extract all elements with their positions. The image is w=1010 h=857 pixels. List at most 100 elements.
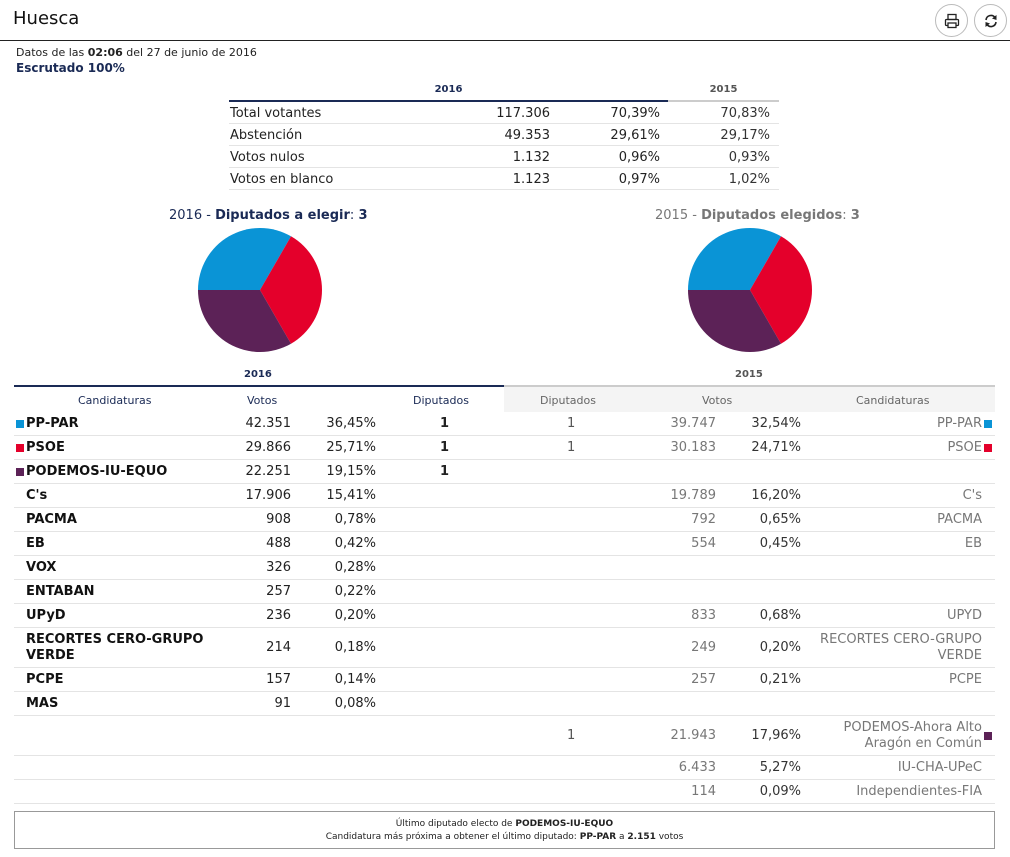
party-pct-prev: 0,20%: [759, 640, 801, 655]
party-color-swatch-prev: [984, 732, 992, 740]
party-pct-prev: 0,45%: [759, 536, 801, 551]
pie-year: 2015: [655, 208, 689, 223]
party-seats: 1: [440, 440, 450, 455]
summary-pct: 29,61%: [610, 128, 660, 143]
pie-sep: -: [688, 208, 702, 223]
party-pct: 19,15%: [326, 464, 376, 479]
party-name: PSOE: [26, 440, 65, 455]
party-pct-prev: 0,09%: [759, 784, 801, 799]
party-pct-prev: 16,20%: [751, 488, 801, 503]
party-name: EB: [26, 536, 45, 551]
party-name-prev: PP-PAR: [936, 416, 982, 431]
summary-label: Votos nulos: [230, 150, 305, 165]
party-name-prev: Independientes-FIA: [856, 784, 982, 799]
summary-pct-prev: 70,83%: [720, 106, 770, 121]
results-header-previous-bg: [504, 385, 995, 412]
party-pct-prev: 17,96%: [751, 728, 801, 743]
party-name: ENTABAN: [26, 584, 95, 599]
party-votes-prev: 30.183: [670, 440, 717, 455]
party-pct: 0,18%: [334, 640, 376, 655]
pie-slice-pp-par: [198, 228, 291, 290]
party-name: PODEMOS-IU-EQUO: [26, 464, 168, 479]
refresh-button[interactable]: [974, 4, 1007, 37]
party-votes: 257: [266, 584, 291, 599]
pie-slice-podemos: [688, 290, 781, 352]
summary-pct-prev: 29,17%: [720, 128, 770, 143]
party-votes-prev: 833: [691, 608, 716, 623]
result-row: 6.433 5,27% IU-CHA-UPeC: [14, 756, 995, 780]
header-candidaturas: Candidaturas: [78, 394, 152, 407]
pie-label: Diputados a elegir: [215, 208, 350, 223]
party-pct: 0,20%: [334, 608, 376, 623]
party-votes-prev: 114: [691, 784, 716, 799]
summary-row: Total votantes 117.306 70,39% 70,83%: [229, 102, 779, 124]
summary-pct: 0,96%: [618, 150, 660, 165]
party-votes-prev: 792: [691, 512, 716, 527]
party-pct-prev: 0,21%: [759, 672, 801, 687]
party-votes: 42.351: [245, 416, 292, 431]
party-name-prev: EB: [964, 536, 982, 551]
result-row: 114 0,09% Independientes-FIA: [14, 780, 995, 804]
refresh-icon: [984, 14, 997, 27]
scrutiny-status: Escrutado 100%: [16, 61, 125, 75]
party-pct: 25,71%: [326, 440, 376, 455]
party-name: PACMA: [26, 512, 77, 527]
summary-votes: 117.306: [496, 106, 550, 121]
pie-slice-podemos: [198, 290, 291, 352]
party-pct-prev: 0,68%: [759, 608, 801, 623]
party-seats: 1: [440, 416, 450, 431]
summary-header-current-year: 2016: [229, 84, 668, 102]
party-name: UPyD: [26, 608, 66, 623]
timestamp-prefix: Datos de las: [16, 46, 88, 59]
pie-colon: :: [842, 208, 851, 223]
party-color-swatch-prev: [984, 420, 992, 428]
party-name: MAS: [26, 696, 59, 711]
next-seat-party: PP-PAR: [579, 832, 617, 842]
last-seat-party: PODEMOS-IU-EQUO: [515, 819, 614, 829]
party-name: PCPE: [26, 672, 64, 687]
next-seat-suffix: votos: [655, 832, 684, 842]
party-name-prev: PACMA: [937, 512, 982, 527]
party-votes-prev: 19.789: [670, 488, 717, 503]
party-pct: 0,22%: [334, 584, 376, 599]
party-votes: 908: [266, 512, 291, 527]
timestamp-date: del 27 de junio de 2016: [122, 46, 257, 59]
result-row: EB 488 0,42% 554 0,45% EB: [14, 532, 995, 556]
party-votes: 157: [266, 672, 291, 687]
party-votes-prev: 21.943: [670, 728, 717, 743]
header-diputados: Diputados: [413, 394, 469, 407]
party-votes-prev: 39.747: [670, 416, 717, 431]
pie-title-current: 2016 - Diputados a elegir: 3: [169, 208, 367, 223]
party-name: RECORTES CERO-GRUPO VERDE: [26, 632, 204, 663]
print-icon: [944, 13, 959, 28]
party-name: C's: [26, 488, 48, 503]
party-name: PP-PAR: [26, 416, 79, 431]
party-pct: 0,08%: [334, 696, 376, 711]
print-button[interactable]: [935, 4, 968, 37]
summary-row: Votos nulos 1.132 0,96% 0,93%: [229, 146, 779, 168]
party-name-prev: PODEMOS-Ahora Alto Aragón en Común: [843, 720, 983, 751]
party-pct-prev: 24,71%: [751, 440, 801, 455]
party-votes: 22.251: [245, 464, 292, 479]
pie-slice-pp-par: [688, 228, 781, 290]
party-pct: 0,42%: [334, 536, 376, 551]
results-year-previous: 2015: [735, 369, 763, 380]
summary-pct-prev: 1,02%: [728, 172, 770, 187]
summary-label: Abstención: [230, 128, 303, 143]
next-seat-prefix: Candidatura más próxima a obtener el últ…: [325, 832, 580, 842]
party-votes: 214: [266, 640, 291, 655]
header-diputados-prev: Diputados: [540, 394, 596, 407]
summary-votes: 49.353: [504, 128, 551, 143]
result-row: UPyD 236 0,20% 833 0,68% UPYD: [14, 604, 995, 628]
header-votos-prev: Votos: [702, 394, 733, 407]
result-row: PACMA 908 0,78% 792 0,65% PACMA: [14, 508, 995, 532]
party-seats-prev: 1: [567, 440, 576, 455]
party-pct: 0,28%: [334, 560, 376, 575]
party-votes: 29.866: [245, 440, 292, 455]
seats-pie-previous: [688, 228, 812, 352]
party-votes-prev: 6.433: [678, 760, 716, 775]
result-row: VOX 326 0,28%: [14, 556, 995, 580]
summary-votes: 1.132: [512, 150, 550, 165]
pie-colon: :: [349, 208, 359, 223]
summary-row: Abstención 49.353 29,61% 29,17%: [229, 124, 779, 146]
